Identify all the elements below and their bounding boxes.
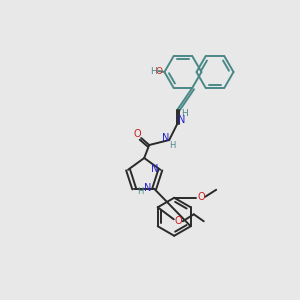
Text: N: N [161,133,169,143]
Text: O: O [156,67,163,76]
Text: N: N [151,164,158,174]
Text: H: H [169,140,175,149]
Text: H: H [181,109,188,118]
Text: N: N [143,183,151,193]
Text: H: H [150,67,157,76]
Text: O: O [134,129,141,139]
Text: O: O [175,216,183,226]
Text: H: H [137,187,143,196]
Text: N: N [178,115,185,125]
Text: O: O [197,192,205,202]
